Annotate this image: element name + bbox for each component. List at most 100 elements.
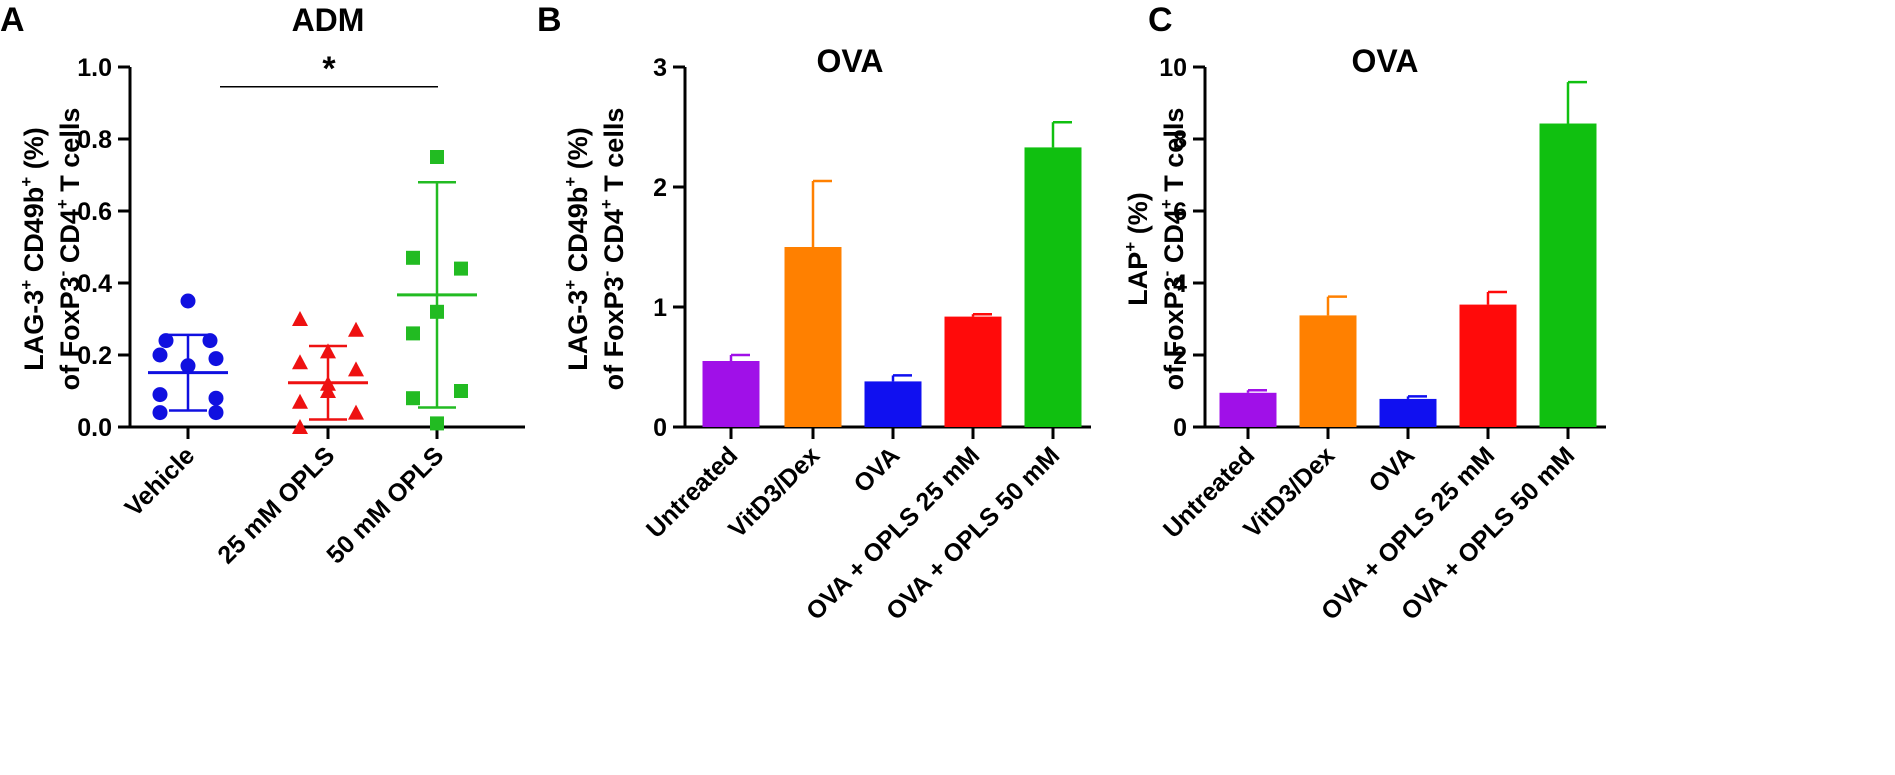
y-tick-label: 0: [1173, 414, 1187, 442]
bar: [864, 381, 922, 427]
x-category-label: OVA: [848, 441, 905, 498]
ylabel-superscript: +: [561, 177, 580, 187]
panel-letter: B: [537, 1, 562, 39]
data-point: [406, 326, 420, 341]
bar: [1219, 392, 1277, 427]
x-category-label: Vehicle: [120, 441, 201, 522]
y-tick-label: 8: [1173, 126, 1187, 154]
y-axis-label-line1: LAG-3+​ CD49b+​ (%): [17, 127, 49, 370]
data-point: [454, 384, 468, 398]
y-tick-label: 2: [1173, 342, 1187, 370]
y-tick-label: 2: [653, 174, 667, 202]
data-point: [292, 419, 308, 434]
chart-title: ADM: [292, 2, 365, 38]
y-tick-label: 4: [1173, 270, 1187, 298]
ylabel-superscript: +: [53, 199, 72, 209]
data-point: [180, 293, 196, 309]
ylabel-text: of FoxP3: [1159, 276, 1189, 390]
ylabel-superscript: +: [17, 177, 36, 187]
y-tick-label: 0.4: [77, 270, 112, 298]
bar: [1539, 123, 1597, 428]
ylabel-text: CD49b: [563, 187, 593, 280]
ylabel-text: (%): [1123, 192, 1153, 242]
panel-letter: A: [0, 1, 25, 39]
ylabel-text: T cells: [55, 108, 85, 200]
y-tick-label: 0: [653, 414, 667, 442]
ylabel-text: LAG-3: [563, 290, 593, 371]
ylabel-text: (%): [19, 127, 49, 177]
data-point: [406, 250, 420, 265]
panel-B: B OVA LAG-3+​ CD49b+​ (%)of FoxP3-​ CD4+​ …: [537, 1, 1091, 626]
data-point: [292, 311, 308, 326]
data-point: [454, 261, 468, 276]
data-point: [208, 390, 224, 406]
data-point: [152, 405, 168, 421]
ylabel-superscript: +: [1121, 242, 1140, 252]
data-point: [320, 343, 336, 359]
data-point: [202, 333, 218, 349]
bar: [702, 361, 760, 427]
data-point: [180, 358, 196, 374]
data-point: [430, 304, 444, 319]
ylabel-text: CD4: [599, 209, 629, 271]
panel-A: A ADM LAG-3+​ CD49b+​ (%)of FoxP3-​ CD4+​ …: [0, 1, 525, 569]
y-tick-label: 10: [1159, 54, 1187, 82]
bar: [1024, 147, 1082, 427]
ylabel-text: LAP: [1123, 252, 1153, 306]
bar: [1299, 315, 1357, 427]
data-point: [348, 404, 364, 420]
y-axis-label-line1: LAG-3+​ CD49b+​ (%): [561, 127, 593, 370]
ylabel-text: LAG-3: [19, 290, 49, 371]
ylabel-superscript: +: [561, 280, 580, 290]
ylabel-text: CD4: [1159, 209, 1189, 271]
y-tick-label: 1: [653, 294, 667, 322]
ylabel-superscript: -: [53, 271, 72, 277]
y-tick-label: 6: [1173, 198, 1187, 226]
x-category-label: 50 mM OPLS: [321, 441, 449, 569]
data-point: [406, 391, 420, 406]
ylabel-text: T cells: [1159, 108, 1189, 200]
ylabel-superscript: +: [597, 199, 616, 209]
ylabel-text: of FoxP3: [599, 276, 629, 390]
ylabel-superscript: -: [597, 271, 616, 277]
chart-title: OVA: [817, 43, 884, 79]
data-point: [430, 150, 444, 164]
y-axis-label-line1: LAP+​ (%): [1121, 192, 1153, 305]
y-tick-label: 0.8: [77, 126, 112, 154]
data-point: [348, 321, 364, 337]
data-point: [292, 354, 308, 370]
data-point: [208, 405, 224, 421]
y-tick-label: 1.0: [77, 54, 112, 82]
y-tick-label: 0.0: [77, 414, 112, 442]
panel-letter: C: [1148, 1, 1173, 39]
y-tick-label: 0.6: [77, 198, 112, 226]
bar: [1379, 398, 1437, 427]
ylabel-text: T cells: [599, 108, 629, 200]
x-category-label: OVA: [1363, 441, 1420, 498]
data-point: [158, 333, 174, 349]
y-axis-label-line2: of FoxP3-​ CD4+​ T cells: [53, 108, 85, 391]
data-point: [152, 347, 168, 363]
ylabel-text: of FoxP3: [55, 276, 85, 390]
ylabel-superscript: +: [1157, 199, 1176, 209]
data-point: [320, 383, 336, 398]
y-tick-label: 0.2: [77, 342, 112, 370]
data-point: [348, 361, 364, 377]
y-axis-label-line2: of FoxP3-​ CD4+​ T cells: [597, 108, 629, 391]
ylabel-text: CD49b: [19, 187, 49, 280]
ylabel-text: (%): [563, 127, 593, 177]
bar: [784, 247, 842, 427]
y-axis-label-line2: of FoxP3-​ CD4+​ T cells: [1157, 108, 1189, 391]
bar: [944, 316, 1002, 427]
y-tick-label: 3: [653, 54, 667, 82]
data-point: [208, 351, 224, 367]
ylabel-superscript: +: [17, 280, 36, 290]
bar: [1459, 304, 1517, 427]
significance-star: *: [322, 50, 336, 88]
chart-title: OVA: [1352, 43, 1419, 79]
data-point: [292, 393, 308, 409]
ylabel-text: CD4: [55, 209, 85, 271]
ylabel-superscript: -: [1157, 271, 1176, 277]
